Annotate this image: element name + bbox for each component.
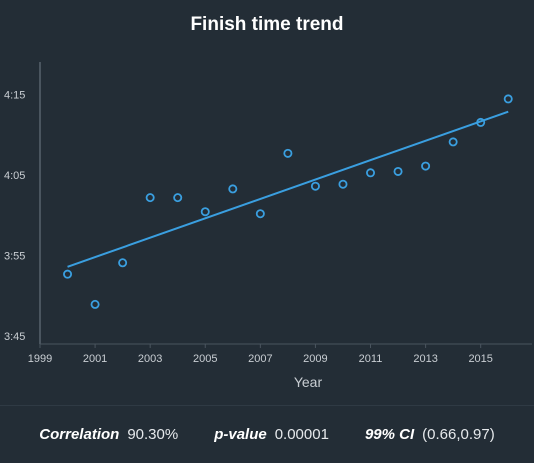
trend-line	[67, 110, 509, 268]
ci-label: 99% CI	[364, 426, 415, 443]
correlation-value: 90.30%	[127, 426, 179, 443]
data-point	[255, 209, 265, 219]
y-tick-label: 4:15	[4, 89, 25, 101]
scatter-chart: 3:45 3:55 4:05 4:15 1999 2001 2003 2005 2007 2009…	[4, 62, 532, 390]
data-point	[366, 168, 376, 178]
x-tick-label: 2013	[413, 353, 437, 365]
stat-ci: 99% CI (0.66,0.97)	[365, 426, 495, 443]
data-point	[393, 166, 403, 176]
data-point	[283, 148, 293, 158]
data-point	[228, 184, 238, 194]
data-point	[421, 161, 431, 171]
x-tick-label: 2015	[468, 353, 492, 365]
chart-title: Finish time trend	[190, 14, 344, 35]
data-point	[200, 207, 210, 217]
data-point	[448, 137, 458, 147]
pvalue-value: 0.00001	[274, 426, 329, 443]
y-tick-label: 3:45	[4, 331, 25, 343]
data-point	[90, 299, 100, 309]
x-tick-label: 2007	[248, 353, 272, 365]
data-point	[63, 269, 73, 279]
x-tick-label: 2009	[303, 353, 327, 365]
y-tick-label: 3:55	[4, 250, 25, 262]
pvalue-label: p-value	[214, 426, 267, 443]
stat-correlation: Correlation 90.30%	[39, 426, 178, 443]
data-point	[338, 179, 348, 189]
data-point	[118, 258, 128, 268]
x-tick-label: 1999	[28, 353, 52, 365]
stats-bar: Correlation 90.30% p-value 0.00001 99% CI (…	[0, 405, 534, 463]
data-point	[173, 193, 183, 203]
x-tick-label: 2005	[193, 353, 217, 365]
x-tick-label: 2001	[83, 353, 107, 365]
x-axis-title: Year	[294, 374, 323, 390]
correlation-label: Correlation	[39, 426, 120, 443]
y-tick-label: 4:05	[4, 170, 25, 182]
stat-pvalue: p-value 0.00001	[214, 426, 329, 443]
data-point	[476, 117, 486, 127]
data-point	[310, 181, 320, 191]
x-tick-label: 2003	[138, 353, 162, 365]
ci-value: (0.66,0.97)	[422, 426, 495, 443]
x-tick-label: 2011	[359, 353, 383, 365]
data-point	[145, 193, 155, 203]
data-point	[503, 94, 513, 104]
